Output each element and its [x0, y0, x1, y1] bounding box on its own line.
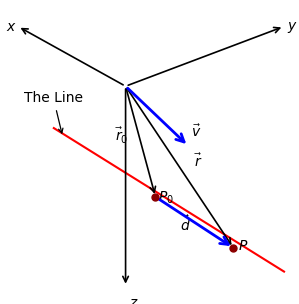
Text: $\vec{d}$: $\vec{d}$ — [180, 215, 191, 234]
Text: $P_0$: $P_0$ — [158, 189, 174, 206]
Text: $\vec{r}$: $\vec{r}$ — [194, 152, 203, 170]
Text: z: z — [129, 295, 136, 304]
Text: $\vec{r}_0$: $\vec{r}_0$ — [115, 126, 129, 146]
Text: $P$: $P$ — [238, 239, 248, 253]
Text: The Line: The Line — [24, 91, 83, 133]
Text: x: x — [7, 20, 15, 34]
Text: $\vec{v}$: $\vec{v}$ — [191, 123, 202, 140]
Text: y: y — [287, 19, 295, 33]
